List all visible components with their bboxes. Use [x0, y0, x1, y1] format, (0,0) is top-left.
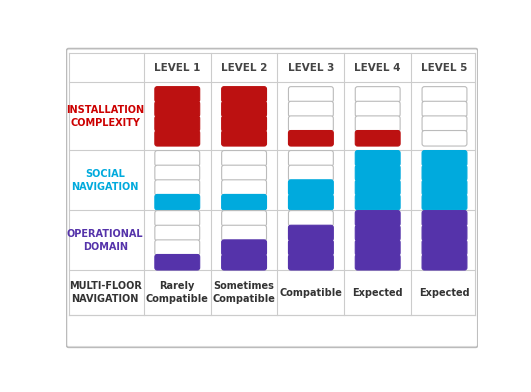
- Text: INSTALLATION
COMPLEXITY: INSTALLATION COMPLEXITY: [66, 105, 144, 128]
- FancyBboxPatch shape: [422, 211, 467, 226]
- FancyBboxPatch shape: [422, 101, 467, 117]
- Text: Expected: Expected: [419, 288, 470, 298]
- FancyBboxPatch shape: [288, 180, 333, 195]
- FancyBboxPatch shape: [155, 211, 200, 226]
- Text: SOCIAL
NAVIGATION: SOCIAL NAVIGATION: [72, 169, 139, 192]
- FancyBboxPatch shape: [355, 211, 400, 226]
- FancyBboxPatch shape: [288, 165, 333, 181]
- FancyBboxPatch shape: [355, 180, 400, 195]
- Text: LEVEL 5: LEVEL 5: [421, 63, 468, 73]
- FancyBboxPatch shape: [221, 254, 267, 270]
- FancyBboxPatch shape: [355, 131, 400, 146]
- FancyBboxPatch shape: [288, 151, 333, 166]
- FancyBboxPatch shape: [221, 151, 267, 166]
- FancyBboxPatch shape: [66, 49, 478, 347]
- Text: LEVEL 1: LEVEL 1: [154, 63, 201, 73]
- FancyBboxPatch shape: [155, 254, 200, 270]
- FancyBboxPatch shape: [355, 101, 400, 117]
- FancyBboxPatch shape: [155, 87, 200, 102]
- FancyBboxPatch shape: [155, 116, 200, 131]
- FancyBboxPatch shape: [221, 240, 267, 255]
- FancyBboxPatch shape: [422, 225, 467, 241]
- FancyBboxPatch shape: [155, 225, 200, 241]
- FancyBboxPatch shape: [288, 240, 333, 255]
- Text: MULTI-FLOOR
NAVIGATION: MULTI-FLOOR NAVIGATION: [68, 281, 142, 304]
- Text: Rarely
Compatible: Rarely Compatible: [146, 281, 209, 304]
- FancyBboxPatch shape: [288, 194, 333, 210]
- FancyBboxPatch shape: [288, 131, 333, 146]
- FancyBboxPatch shape: [155, 151, 200, 166]
- FancyBboxPatch shape: [288, 101, 333, 117]
- FancyBboxPatch shape: [355, 165, 400, 181]
- FancyBboxPatch shape: [221, 211, 267, 226]
- Text: Expected: Expected: [353, 288, 403, 298]
- FancyBboxPatch shape: [355, 87, 400, 102]
- FancyBboxPatch shape: [155, 240, 200, 255]
- FancyBboxPatch shape: [422, 165, 467, 181]
- Text: LEVEL 2: LEVEL 2: [221, 63, 267, 73]
- FancyBboxPatch shape: [422, 180, 467, 195]
- FancyBboxPatch shape: [422, 240, 467, 255]
- FancyBboxPatch shape: [355, 151, 400, 166]
- FancyBboxPatch shape: [155, 101, 200, 117]
- FancyBboxPatch shape: [422, 131, 467, 146]
- Text: Compatible: Compatible: [279, 288, 342, 298]
- FancyBboxPatch shape: [288, 254, 333, 270]
- FancyBboxPatch shape: [221, 165, 267, 181]
- FancyBboxPatch shape: [221, 225, 267, 241]
- FancyBboxPatch shape: [221, 131, 267, 146]
- FancyBboxPatch shape: [155, 180, 200, 195]
- FancyBboxPatch shape: [355, 116, 400, 131]
- FancyBboxPatch shape: [155, 131, 200, 146]
- Text: Sometimes
Compatible: Sometimes Compatible: [212, 281, 276, 304]
- FancyBboxPatch shape: [288, 225, 333, 241]
- Text: LEVEL 3: LEVEL 3: [288, 63, 334, 73]
- FancyBboxPatch shape: [355, 240, 400, 255]
- FancyBboxPatch shape: [221, 180, 267, 195]
- FancyBboxPatch shape: [288, 87, 333, 102]
- FancyBboxPatch shape: [155, 165, 200, 181]
- Text: OPERATIONAL
DOMAIN: OPERATIONAL DOMAIN: [67, 229, 143, 252]
- FancyBboxPatch shape: [221, 101, 267, 117]
- FancyBboxPatch shape: [355, 194, 400, 210]
- FancyBboxPatch shape: [288, 116, 333, 131]
- FancyBboxPatch shape: [221, 194, 267, 210]
- FancyBboxPatch shape: [221, 116, 267, 131]
- FancyBboxPatch shape: [68, 50, 476, 346]
- Text: LEVEL 4: LEVEL 4: [355, 63, 401, 73]
- FancyBboxPatch shape: [155, 194, 200, 210]
- FancyBboxPatch shape: [422, 194, 467, 210]
- FancyBboxPatch shape: [355, 254, 400, 270]
- FancyBboxPatch shape: [221, 87, 267, 102]
- FancyBboxPatch shape: [288, 211, 333, 226]
- FancyBboxPatch shape: [422, 254, 467, 270]
- FancyBboxPatch shape: [422, 87, 467, 102]
- FancyBboxPatch shape: [422, 116, 467, 131]
- FancyBboxPatch shape: [355, 225, 400, 241]
- FancyBboxPatch shape: [422, 151, 467, 166]
